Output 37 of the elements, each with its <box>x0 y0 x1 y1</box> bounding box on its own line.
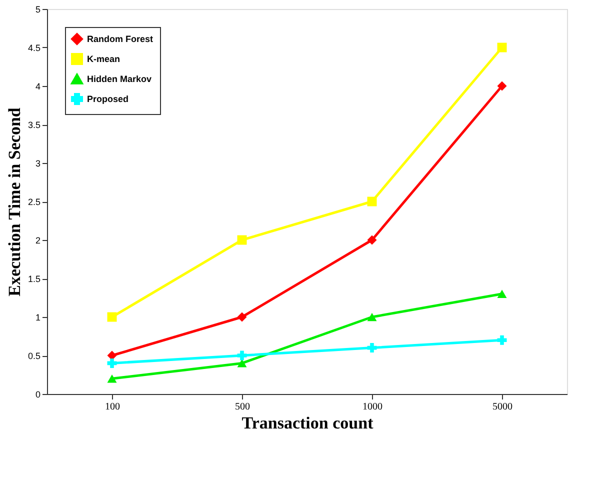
y-tick-label: 0 <box>35 390 40 400</box>
x-axis-title: Transaction count <box>242 414 374 432</box>
y-tick-label: 0.5 <box>28 351 40 361</box>
y-tick-label: 5 <box>35 4 40 14</box>
point <box>107 350 117 360</box>
point <box>497 335 507 345</box>
point <box>367 235 377 245</box>
y-tick-label: 4.5 <box>28 43 40 53</box>
y-tick-label: 1.5 <box>28 274 40 284</box>
y-tick-label: 3 <box>35 158 40 168</box>
point <box>497 81 507 91</box>
point <box>237 350 247 360</box>
y-tick-label: 1 <box>35 312 40 322</box>
x-tick-label: 100 <box>105 402 120 412</box>
point <box>497 290 507 298</box>
point <box>367 312 377 322</box>
point <box>367 196 377 206</box>
point <box>497 42 507 52</box>
y-tick-label: 4 <box>35 82 40 92</box>
point <box>237 312 247 322</box>
legend-label: Hidden Markov <box>87 74 152 84</box>
x-tick-label: 1000 <box>362 402 382 412</box>
point <box>107 312 117 322</box>
y-axis-title: Execution Time in Second <box>4 107 24 296</box>
legend-label: Random Forest <box>87 34 154 44</box>
point <box>237 359 247 368</box>
x-tick-label: 500 <box>235 402 250 412</box>
y-tick-label: 3.5 <box>28 120 40 130</box>
x-tick-label: 5000 <box>492 402 512 412</box>
point <box>237 235 247 245</box>
point <box>367 343 377 353</box>
legend-label: Proposed <box>87 94 129 104</box>
point <box>107 374 117 383</box>
point <box>107 358 117 368</box>
y-tick-label: 2 <box>35 236 40 246</box>
y-tick-label: 2.5 <box>28 197 40 207</box>
legend-label: K-mean <box>87 54 120 64</box>
